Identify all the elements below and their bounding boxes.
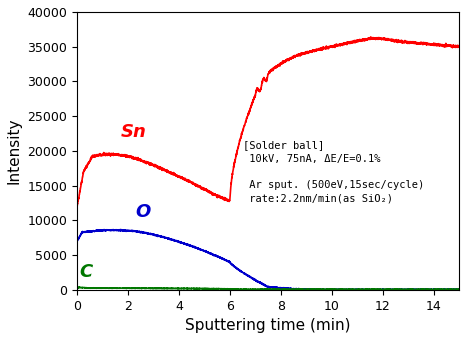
Y-axis label: Intensity: Intensity <box>7 118 22 184</box>
Text: C: C <box>80 263 93 281</box>
Text: Sn: Sn <box>120 123 146 141</box>
X-axis label: Sputtering time (min): Sputtering time (min) <box>185 318 351 333</box>
Text: O: O <box>136 203 151 221</box>
Text: [Solder ball]
 10kV, 75nA, ΔE/E=0.1%

 Ar sput. (500eV,15sec/cycle)
 rate:2.2nm/: [Solder ball] 10kV, 75nA, ΔE/E=0.1% Ar s… <box>243 140 424 203</box>
